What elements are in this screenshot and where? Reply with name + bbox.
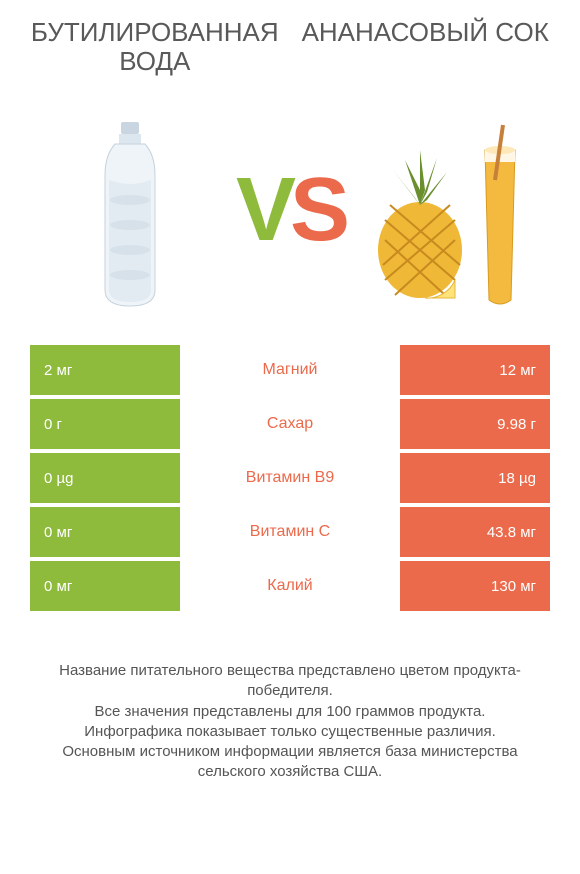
nutrition-table: 2 мгМагний12 мг0 гСахар9.98 г0 µgВитамин…: [30, 345, 550, 611]
vs-s: S: [290, 165, 344, 255]
cell-right-value: 18 µg: [400, 453, 550, 503]
product-titles: БУТИЛИРОВАННАЯ ВОДА АНАНАСОВЫЙ СОК: [30, 18, 550, 75]
cell-nutrient-label: Магний: [180, 345, 400, 395]
footer-line-3: Инфографика показывает только существенн…: [40, 722, 540, 742]
title-left: БУТИЛИРОВАННАЯ ВОДА: [30, 18, 280, 75]
cell-left-value: 0 мг: [30, 561, 180, 611]
footer-line-4: Основным источником информации является …: [40, 742, 540, 783]
title-right: АНАНАСОВЫЙ СОК: [300, 18, 550, 75]
cell-left-value: 0 µg: [30, 453, 180, 503]
footer-notes: Название питательного вещества представл…: [30, 661, 550, 783]
footer-line-1: Название питательного вещества представл…: [40, 661, 540, 702]
vs-v: V: [236, 165, 290, 255]
footer-line-2: Все значения представлены для 100 граммо…: [40, 702, 540, 722]
cell-right-value: 12 мг: [400, 345, 550, 395]
cell-nutrient-label: Сахар: [180, 399, 400, 449]
cell-nutrient-label: Витамин B9: [180, 453, 400, 503]
cell-right-value: 43.8 мг: [400, 507, 550, 557]
cell-left-value: 0 мг: [30, 507, 180, 557]
cell-left-value: 2 мг: [30, 345, 180, 395]
table-row: 0 мгВитамин C43.8 мг: [30, 507, 550, 557]
comparison-images-row: VS: [30, 95, 550, 325]
cell-right-value: 130 мг: [400, 561, 550, 611]
cell-nutrient-label: Калий: [180, 561, 400, 611]
product-image-left: [30, 110, 230, 310]
vs-label: VS: [236, 165, 344, 255]
table-row: 0 мгКалий130 мг: [30, 561, 550, 611]
cell-left-value: 0 г: [30, 399, 180, 449]
table-row: 0 µgВитамин B918 µg: [30, 453, 550, 503]
cell-right-value: 9.98 г: [400, 399, 550, 449]
table-row: 2 мгМагний12 мг: [30, 345, 550, 395]
product-image-right: [350, 110, 550, 310]
table-row: 0 гСахар9.98 г: [30, 399, 550, 449]
water-bottle-icon: [85, 120, 175, 310]
cell-nutrient-label: Витамин C: [180, 507, 400, 557]
pineapple-juice-icon: [365, 120, 535, 310]
